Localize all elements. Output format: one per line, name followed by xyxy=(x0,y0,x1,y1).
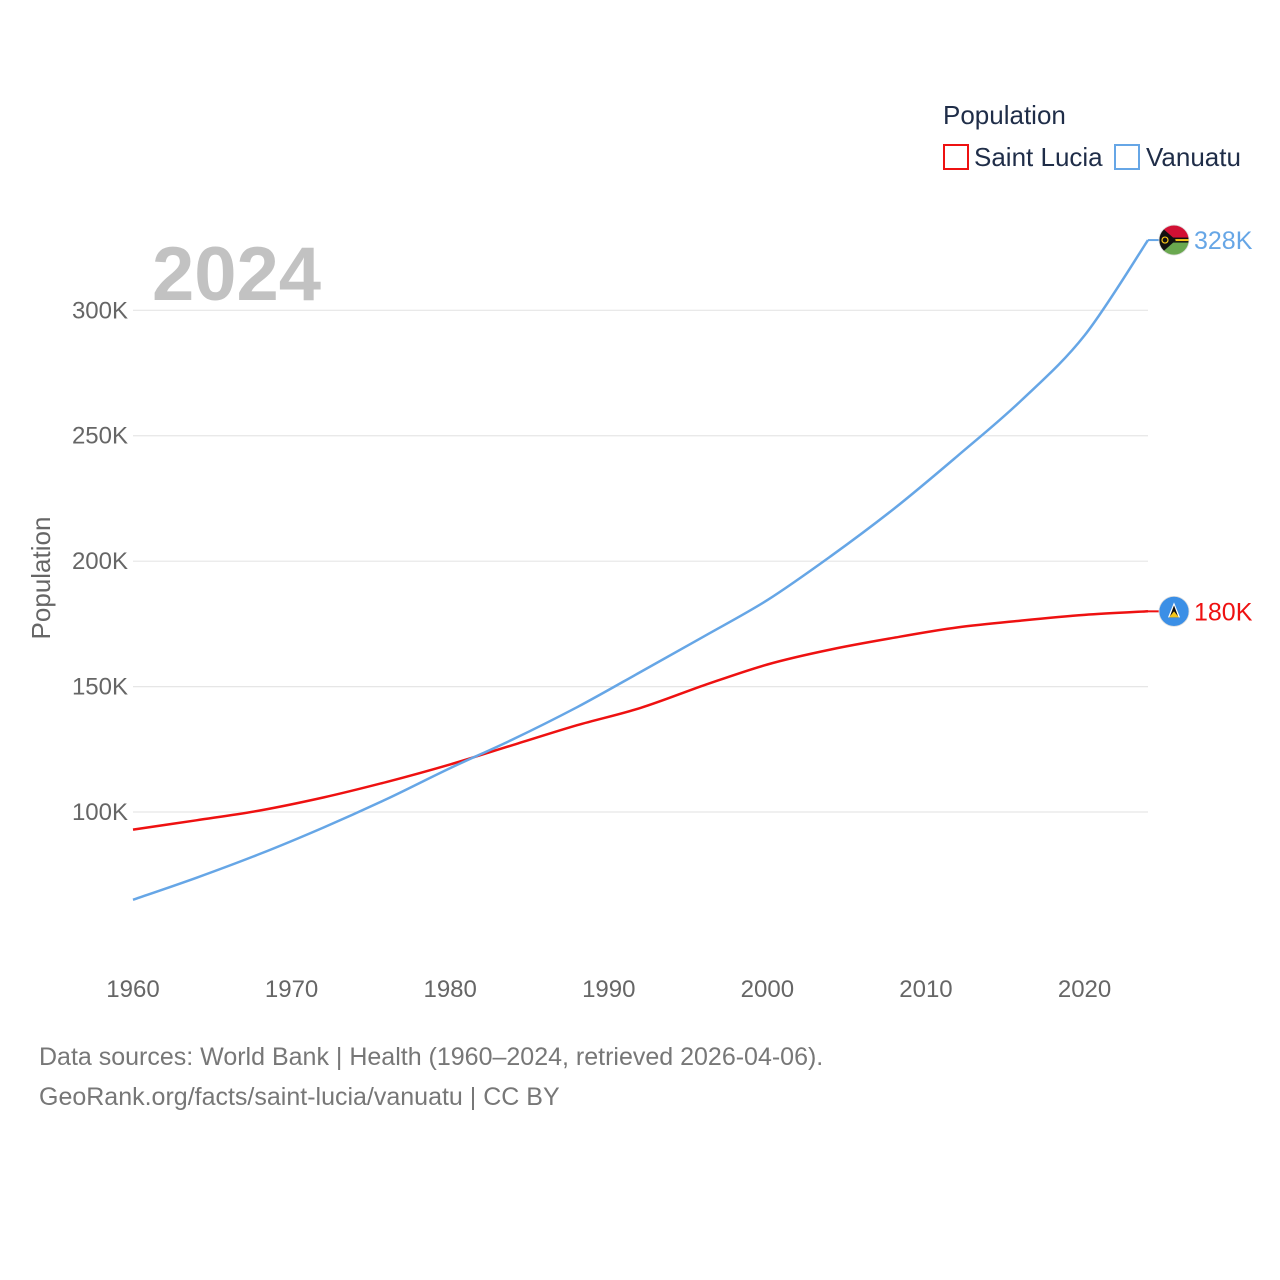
x-axis: 1960 1970 1980 1990 2000 2010 2020 xyxy=(106,976,1111,1003)
year-label: 2024 xyxy=(152,232,321,317)
legend-item-saint-lucia[interactable]: Saint Lucia xyxy=(943,142,1103,172)
series-end-markers: 180K 328K xyxy=(1148,224,1253,627)
legend-label-saint-lucia: Saint Lucia xyxy=(974,142,1103,172)
x-tick-label: 1990 xyxy=(582,976,635,1003)
gridlines xyxy=(133,309,1148,813)
legend-swatch-vanuatu xyxy=(1114,144,1140,170)
legend-swatch-saint-lucia xyxy=(943,144,969,170)
x-tick-label: 2020 xyxy=(1058,976,1111,1003)
legend-label-vanuatu: Vanuatu xyxy=(1146,142,1241,172)
footer-link[interactable]: GeoRank.org/facts/saint-lucia/vanuatu | … xyxy=(39,1083,560,1111)
legend-item-vanuatu[interactable]: Vanuatu xyxy=(1114,142,1241,172)
end-value-label-vanuatu: 328K xyxy=(1194,227,1253,255)
series-lines xyxy=(132,239,1150,901)
vanuatu-flag-icon xyxy=(1158,224,1190,256)
legend-title: Population xyxy=(943,100,1066,130)
legend: Population Saint Lucia Vanuatu xyxy=(943,100,1241,172)
x-tick-label: 2000 xyxy=(741,976,794,1003)
x-tick-label: 2010 xyxy=(899,976,952,1003)
y-tick-label: 200K xyxy=(72,548,128,575)
end-value-label-saint-lucia: 180K xyxy=(1194,598,1253,626)
y-axis: 100K 150K 200K 250K 300K xyxy=(72,297,128,826)
x-tick-label: 1980 xyxy=(423,976,476,1003)
series-line-vanuatu xyxy=(132,239,1150,901)
y-axis-title: Population xyxy=(26,517,56,640)
y-tick-label: 150K xyxy=(72,674,128,701)
y-tick-label: 100K xyxy=(72,799,128,826)
x-tick-label: 1970 xyxy=(265,976,318,1003)
x-tick-label: 1960 xyxy=(106,976,159,1003)
saint-lucia-flag-icon xyxy=(1158,595,1190,627)
series-line-saint-lucia xyxy=(132,610,1149,831)
y-tick-label: 300K xyxy=(72,297,128,324)
y-tick-label: 250K xyxy=(72,423,128,450)
footer-source: Data sources: World Bank | Health (1960–… xyxy=(39,1043,824,1071)
